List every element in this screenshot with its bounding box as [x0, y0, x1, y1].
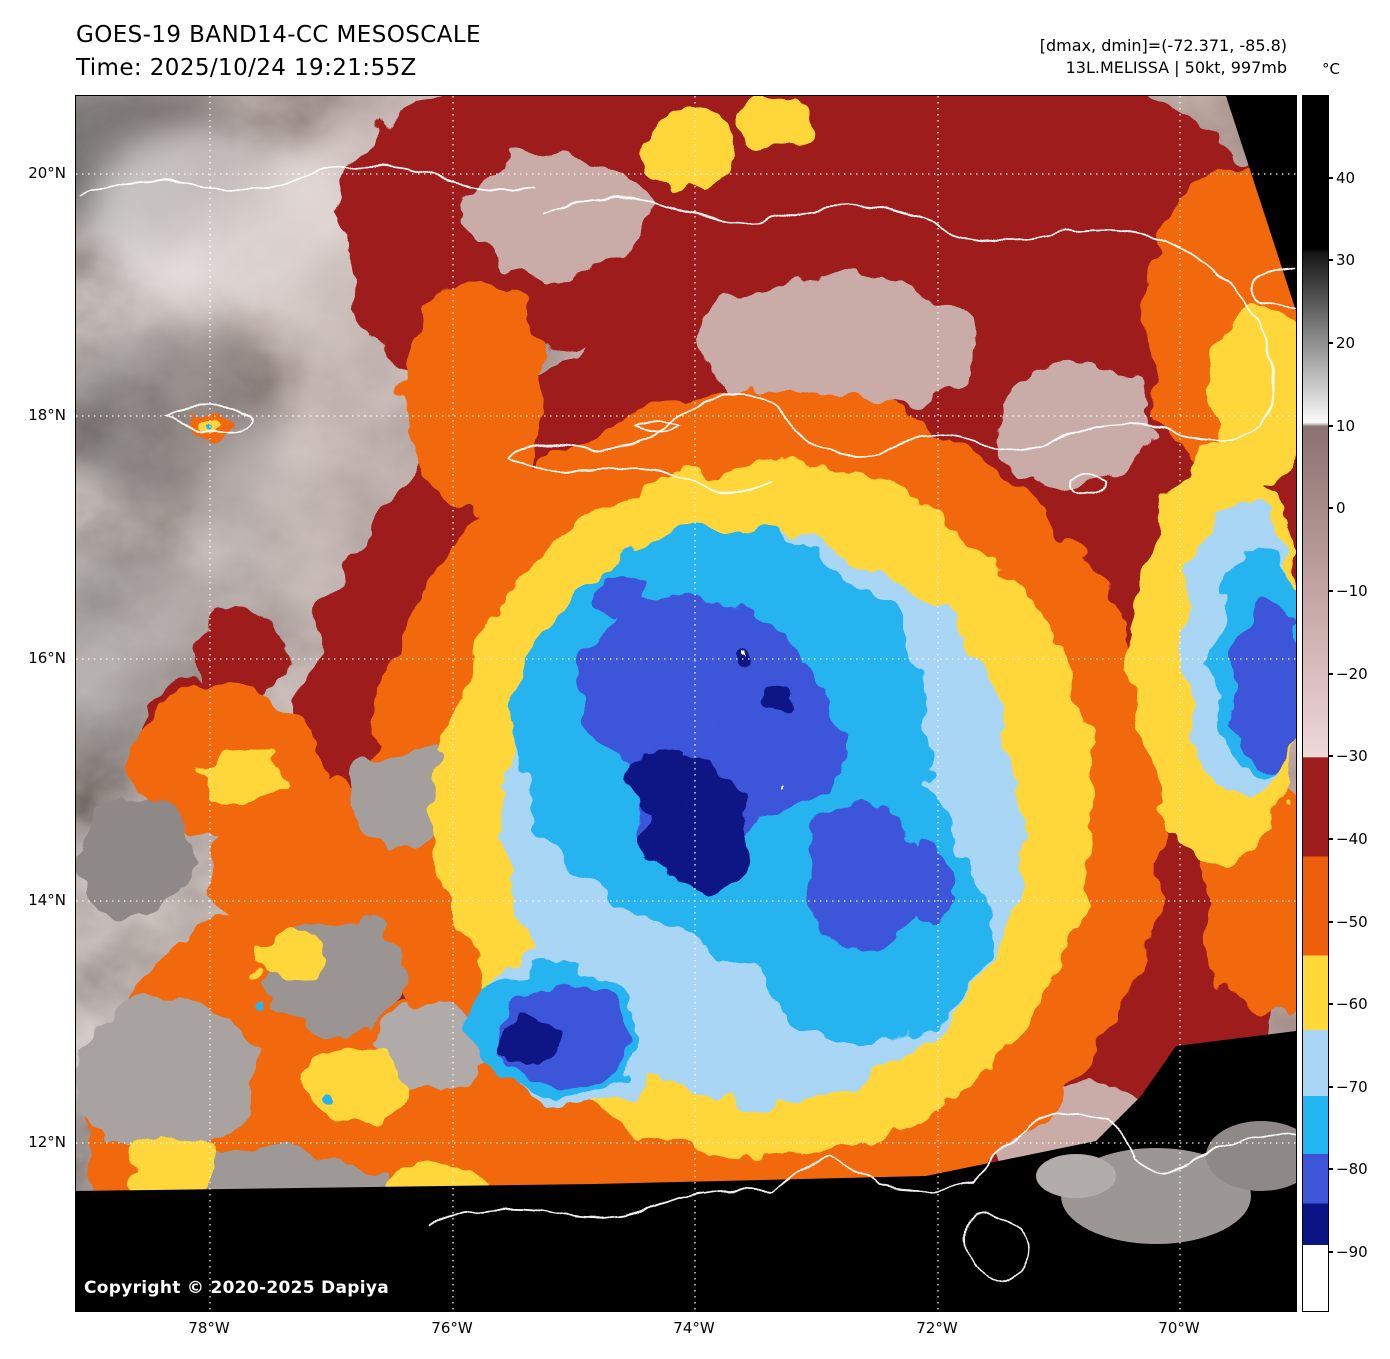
- storm-info: 13L.MELISSA | 50kt, 997mb: [1066, 58, 1287, 77]
- colorbar-tick-label: 10: [1336, 417, 1355, 435]
- longitude-label: 72°W: [902, 1319, 972, 1337]
- longitude-label: 74°W: [659, 1319, 729, 1337]
- longitude-label: 78°W: [174, 1319, 244, 1337]
- colorbar-tick-mark: [1328, 1086, 1333, 1088]
- colorbar-tick-label: −40: [1336, 830, 1368, 848]
- colorbar-tick-mark: [1328, 259, 1333, 261]
- colorbar-tick-label: −80: [1336, 1160, 1368, 1178]
- colorbar-tick-label: −90: [1336, 1243, 1368, 1261]
- satellite-map: Copyright © 2020-2025 Dapiya: [75, 95, 1297, 1312]
- colorbar-tick-mark: [1328, 590, 1333, 592]
- colorbar-tick-mark: [1328, 342, 1333, 344]
- colorbar-tick-mark: [1328, 1251, 1333, 1253]
- colorbar-tick-label: −70: [1336, 1078, 1368, 1096]
- product-title: GOES-19 BAND14-CC MESOSCALE: [76, 22, 481, 48]
- latitude-label: 12°N: [0, 1133, 66, 1151]
- colorbar-tick-mark: [1328, 507, 1333, 509]
- colorbar-tick-mark: [1328, 1168, 1333, 1170]
- colorbar-tick-label: −20: [1336, 665, 1368, 683]
- dmax-dmin-annotation: [dmax, dmin]=(-72.371, -85.8): [1040, 36, 1287, 55]
- timestamp: Time: 2025/10/24 19:21:55Z: [76, 55, 417, 81]
- colorbar-tick-label: −10: [1336, 582, 1368, 600]
- colorbar-tick-mark: [1328, 425, 1333, 427]
- colorbar-tick-mark: [1328, 177, 1333, 179]
- colorbar-tick-label: −60: [1336, 995, 1368, 1013]
- satellite-product-viewer: GOES-19 BAND14-CC MESOSCALE Time: 2025/1…: [0, 0, 1390, 1359]
- colorbar: [1302, 95, 1329, 1312]
- colorbar-tick-label: −50: [1336, 913, 1368, 931]
- longitude-label: 70°W: [1144, 1319, 1214, 1337]
- ir-imagery: [76, 96, 1296, 1311]
- copyright-notice: Copyright © 2020-2025 Dapiya: [84, 1278, 389, 1298]
- colorbar-tick-label: 0: [1336, 499, 1346, 517]
- colorbar-tick-label: 20: [1336, 334, 1355, 352]
- colorbar-tick-mark: [1328, 921, 1333, 923]
- colorbar-tick-label: 40: [1336, 169, 1355, 187]
- colorbar-unit: °C: [1322, 60, 1340, 78]
- colorbar-tick-label: 30: [1336, 251, 1355, 269]
- colorbar-tick-mark: [1328, 755, 1333, 757]
- latitude-label: 16°N: [0, 649, 66, 667]
- latitude-label: 20°N: [0, 164, 66, 182]
- latitude-label: 18°N: [0, 406, 66, 424]
- colorbar-tick-mark: [1328, 838, 1333, 840]
- colorbar-tick-mark: [1328, 1003, 1333, 1005]
- colorbar-tick-label: −30: [1336, 747, 1368, 765]
- longitude-label: 76°W: [417, 1319, 487, 1337]
- colorbar-tick-mark: [1328, 673, 1333, 675]
- latitude-label: 14°N: [0, 891, 66, 909]
